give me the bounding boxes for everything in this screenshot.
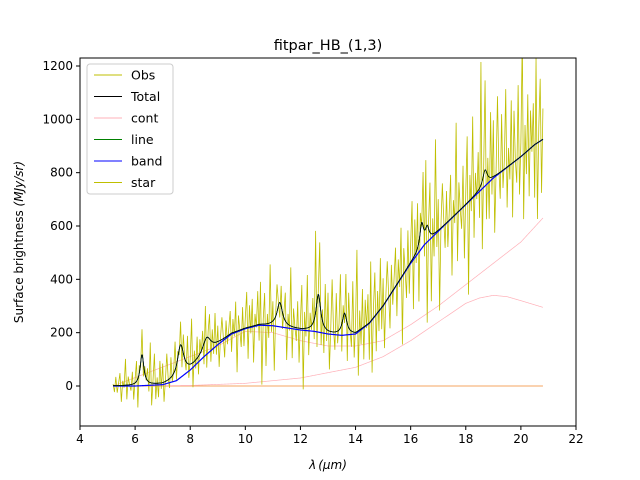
legend-label-cont: cont [131,111,158,126]
y-tick-label: 1200 [42,59,73,73]
y-tick-label: 800 [50,166,73,180]
y-axis-label-unit: (MJy/sr) [12,161,26,207]
legend-label-total: Total [130,89,160,104]
x-axis-ticks: 4 6 8 10 12 14 16 18 20 22 [76,426,584,446]
legend-label-line: line [131,132,154,147]
y-axis-ticks: 0 200 400 600 800 1000 1200 [42,59,80,393]
legend: Obs Total cont line band star [86,63,174,195]
total-line [113,138,544,386]
x-tick-label: 14 [348,432,363,446]
x-tick-label: 18 [458,432,473,446]
y-tick-label: 200 [50,326,73,340]
x-axis-label-unit: (μm) [318,458,347,472]
y-tick-label: 400 [50,272,73,286]
cont-line-a [113,294,544,387]
y-axis-label: Surface brightness (MJy/sr) [12,161,26,323]
x-tick-label: 22 [568,432,583,446]
legend-label-obs: Obs [131,68,155,83]
y-tick-label: 600 [50,219,73,233]
series-layer [112,58,544,408]
y-tick-label: 0 [65,379,73,393]
x-tick-label: 16 [403,432,418,446]
x-tick-label: 10 [238,432,253,446]
x-tick-label: 6 [131,432,139,446]
x-tick-label: 20 [513,432,528,446]
y-axis-label-main: Surface brightness [12,206,26,323]
x-tick-label: 8 [186,432,194,446]
plot-frame [79,57,577,427]
x-tick-label: 12 [293,432,308,446]
chart-title: fitpar_HB_(1,3) [274,38,383,54]
y-tick-label: 1000 [42,112,73,126]
legend-label-band: band [131,154,162,169]
x-tick-label: 4 [76,432,84,446]
legend-label-star: star [131,175,156,190]
x-axis-label: λ (μm) [308,458,347,472]
x-axis-label-symbol: λ [308,458,316,472]
legend-box [86,63,174,195]
